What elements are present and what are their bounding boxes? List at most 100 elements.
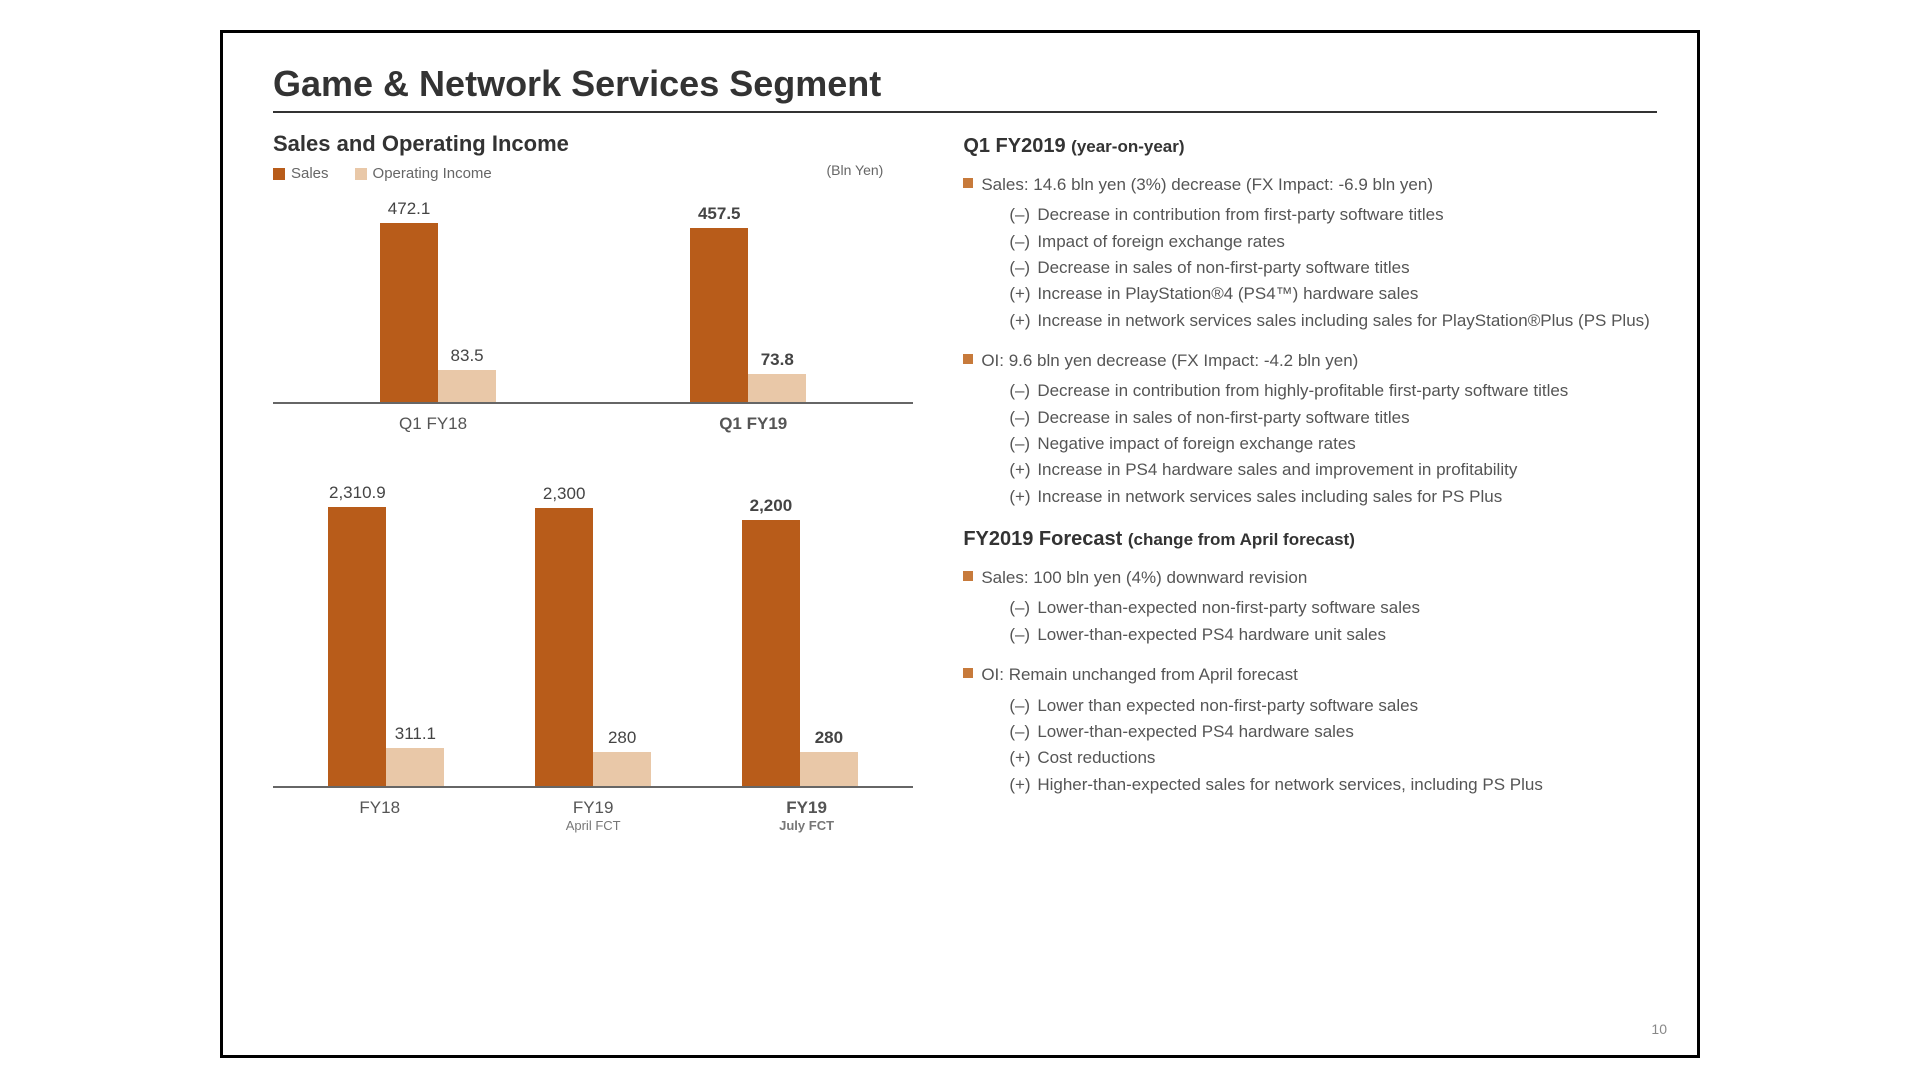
note-text: Increase in network services sales inclu… (1037, 484, 1502, 510)
note-text: Negative impact of foreign exchange rate… (1037, 431, 1355, 457)
swatch-oi (355, 168, 367, 180)
sign-marker: (–) (1009, 202, 1035, 228)
bar-sales (742, 520, 800, 786)
bar-oi-wrap: 311.1 (386, 724, 444, 786)
bar-group: 2,310.9 311.1 (283, 483, 490, 786)
sec1-oi-row: OI: 9.6 bln yen decrease (FX Impact: -4.… (963, 348, 1657, 374)
bar-oi-wrap: 280 (593, 728, 651, 786)
note-sub-item: (–)Decrease in sales of non-first-party … (1009, 255, 1657, 281)
bar-sales-value: 2,300 (543, 484, 586, 504)
bar-sales (328, 507, 386, 786)
bar-oi-value: 280 (608, 728, 636, 748)
bar-oi-value: 280 (815, 728, 843, 748)
sec2-sales-list: (–)Lower-than-expected non-first-party s… (1009, 595, 1657, 648)
bar-oi (438, 370, 496, 402)
bar-oi (593, 752, 651, 786)
bar-sales-value: 2,310.9 (329, 483, 386, 503)
note-text: Decrease in contribution from highly-pro… (1037, 378, 1568, 404)
bar-oi-wrap: 73.8 (748, 350, 806, 402)
note-text: Cost reductions (1037, 745, 1155, 771)
bar-oi-value: 73.8 (761, 350, 794, 370)
sign-marker: (+) (1009, 281, 1035, 307)
bullet-square-icon (963, 354, 973, 364)
sec1-sales-text: Sales: 14.6 bln yen (3%) decrease (FX Im… (981, 172, 1433, 198)
note-sub-item: (–)Decrease in sales of non-first-party … (1009, 405, 1657, 431)
bar-sales-wrap: 2,200 (742, 496, 800, 786)
bar-sales (535, 508, 593, 786)
note-text: Lower-than-expected PS4 hardware unit sa… (1037, 622, 1386, 648)
sign-marker: (–) (1009, 693, 1035, 719)
bar-oi (386, 748, 444, 786)
sign-marker: (–) (1009, 255, 1035, 281)
bar-sales (690, 228, 748, 402)
slide-frame: Game & Network Services Segment Sales an… (220, 30, 1700, 1058)
bar-group: 457.5 73.8 (593, 204, 903, 402)
section2-head-main: FY2019 Forecast (963, 528, 1128, 550)
sign-marker: (–) (1009, 719, 1035, 745)
section2-head: FY2019 Forecast (change from April forec… (963, 524, 1657, 555)
note-sub-item: (–)Decrease in contribution from highly-… (1009, 378, 1657, 404)
bar-sales-wrap: 472.1 (380, 199, 438, 402)
bar-sales-wrap: 2,300 (535, 484, 593, 786)
note-text: Lower-than-expected PS4 hardware sales (1037, 719, 1354, 745)
x-sublabel: April FCT (486, 818, 699, 833)
page-title: Game & Network Services Segment (273, 63, 1657, 113)
x-label: FY19April FCT (486, 798, 699, 833)
chart-area: 2,310.9 311.1 2,300 280 2,200 280 (273, 468, 913, 788)
bar-sales-wrap: 2,310.9 (328, 483, 386, 786)
sign-marker: (–) (1009, 622, 1035, 648)
note-text: Increase in PlayStation®4 (PS4™) hardwar… (1037, 281, 1418, 307)
sign-marker: (+) (1009, 457, 1035, 483)
bar-sales-value: 457.5 (698, 204, 741, 224)
sign-marker: (–) (1009, 405, 1035, 431)
bullet-square-icon (963, 668, 973, 678)
sec2-oi-text: OI: Remain unchanged from April forecast (981, 662, 1298, 688)
charts-column: Sales and Operating Income Sales Operati… (273, 131, 913, 833)
x-axis-labels: FY18FY19April FCTFY19July FCT (273, 798, 913, 833)
note-text: Lower-than-expected non-first-party soft… (1037, 595, 1420, 621)
x-sublabel: July FCT (700, 818, 913, 833)
sign-marker: (+) (1009, 484, 1035, 510)
chart-area: 472.183.5457.573.8 (273, 184, 913, 404)
legend-sales-label: Sales (291, 165, 329, 182)
note-sub-item: (–)Lower-than-expected non-first-party s… (1009, 595, 1657, 621)
note-text: Increase in network services sales inclu… (1037, 308, 1650, 334)
note-text: Decrease in sales of non-first-party sof… (1037, 255, 1409, 281)
x-label: FY19July FCT (700, 798, 913, 833)
note-text: Increase in PS4 hardware sales and impro… (1037, 457, 1517, 483)
sign-marker: (+) (1009, 308, 1035, 334)
bar-oi-wrap: 280 (800, 728, 858, 786)
sign-marker: (–) (1009, 595, 1035, 621)
sign-marker: (–) (1009, 229, 1035, 255)
bar-sales-wrap: 457.5 (690, 204, 748, 402)
section1-head: Q1 FY2019 (year-on-year) (963, 131, 1657, 162)
note-sub-item: (–)Decrease in contribution from first-p… (1009, 202, 1657, 228)
sign-marker: (–) (1009, 378, 1035, 404)
bar-sales-value: 472.1 (388, 199, 431, 219)
sign-marker: (–) (1009, 431, 1035, 457)
sec2-sales-text: Sales: 100 bln yen (4%) downward revisio… (981, 565, 1307, 591)
bar-oi-value: 311.1 (395, 724, 436, 744)
section1-head-paren: (year-on-year) (1071, 137, 1184, 156)
notes-column: Q1 FY2019 (year-on-year) Sales: 14.6 bln… (963, 131, 1657, 833)
x-label: Q1 FY18 (273, 414, 593, 434)
note-sub-item: (–)Lower than expected non-first-party s… (1009, 693, 1657, 719)
bullet-square-icon (963, 178, 973, 188)
note-sub-item: (+)Increase in PlayStation®4 (PS4™) hard… (1009, 281, 1657, 307)
x-axis-labels: Q1 FY18Q1 FY19 (273, 414, 913, 434)
section2-head-paren: (change from April forecast) (1128, 530, 1355, 549)
section1-head-main: Q1 FY2019 (963, 135, 1071, 157)
note-sub-item: (–)Negative impact of foreign exchange r… (1009, 431, 1657, 457)
content-row: Sales and Operating Income Sales Operati… (273, 131, 1657, 833)
note-text: Decrease in contribution from first-part… (1037, 202, 1443, 228)
note-sub-item: (+)Higher-than-expected sales for networ… (1009, 772, 1657, 798)
sec2-oi-row: OI: Remain unchanged from April forecast (963, 662, 1657, 688)
note-sub-item: (+)Increase in network services sales in… (1009, 484, 1657, 510)
bar-group: 2,300 280 (490, 484, 697, 786)
note-sub-item: (–)Lower-than-expected PS4 hardware sale… (1009, 719, 1657, 745)
x-label: Q1 FY19 (593, 414, 913, 434)
note-text: Decrease in sales of non-first-party sof… (1037, 405, 1409, 431)
chart-subtitle: Sales and Operating Income (273, 131, 913, 157)
legend-oi: Operating Income (355, 165, 492, 182)
sec1-sales-row: Sales: 14.6 bln yen (3%) decrease (FX Im… (963, 172, 1657, 198)
